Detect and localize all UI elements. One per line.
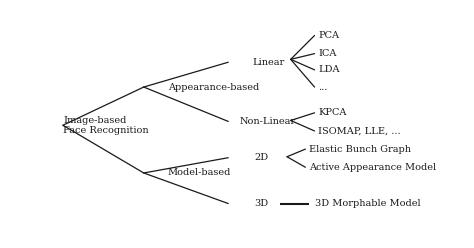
Text: ICA: ICA [318, 49, 337, 58]
Text: Active Appearance Model: Active Appearance Model [309, 163, 436, 172]
Text: Elastic Bunch Graph: Elastic Bunch Graph [309, 145, 411, 154]
Text: 3D Morphable Model: 3D Morphable Model [315, 199, 420, 208]
Text: ISOMAP, LLE, ...: ISOMAP, LLE, ... [318, 126, 401, 135]
Text: 3D: 3D [254, 199, 268, 208]
Text: ...: ... [318, 83, 328, 92]
Text: PCA: PCA [318, 31, 339, 40]
Text: Linear: Linear [252, 58, 284, 67]
Text: Image-based
Face Recognition: Image-based Face Recognition [63, 116, 148, 135]
Text: Non-Linear: Non-Linear [239, 117, 295, 126]
Text: Appearance-based: Appearance-based [168, 83, 259, 92]
Text: Model-based: Model-based [168, 168, 231, 178]
Text: KPCA: KPCA [318, 108, 346, 117]
Text: 2D: 2D [254, 153, 268, 162]
Text: LDA: LDA [318, 65, 340, 74]
